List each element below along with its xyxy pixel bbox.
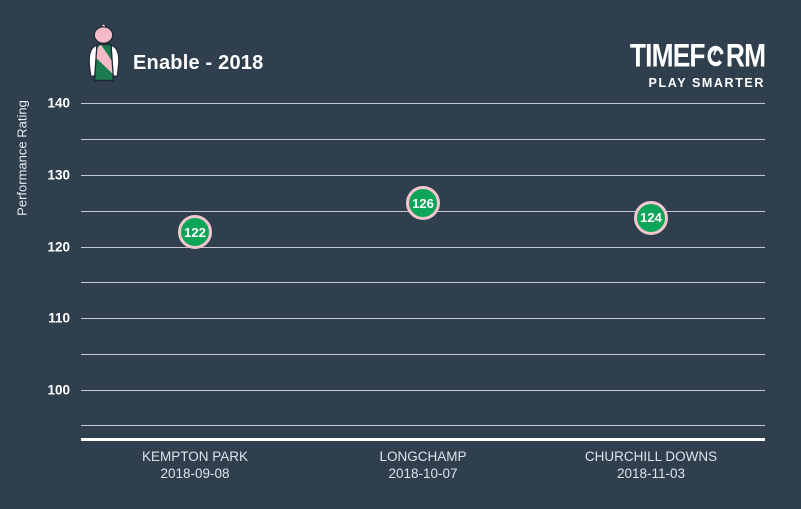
gridline <box>81 174 765 176</box>
gridline <box>81 354 765 356</box>
logo-tagline: PLAY SMARTER <box>648 76 765 90</box>
wordmark-right: RM <box>725 37 766 74</box>
x-category-label: CHURCHILL DOWNS 2018-11-03 <box>537 448 765 482</box>
gridline <box>81 425 765 426</box>
gridline <box>81 318 765 320</box>
timeform-logo: TIMEF RM PLAY SMARTER <box>606 37 766 90</box>
page-title: Enable - 2018 <box>133 52 264 74</box>
data-point-marker[interactable]: 124 <box>634 200 668 235</box>
plot-area: 122 126 124 <box>81 103 765 426</box>
x-axis-labels: KEMPTON PARK 2018-09-08 LONGCHAMP 2018-10-0… <box>81 448 765 482</box>
y-tick-label: 110 <box>48 310 70 326</box>
y-tick-label: 100 <box>47 382 70 398</box>
y-tick-label: 120 <box>47 239 70 255</box>
x-category-label: KEMPTON PARK 2018-09-08 <box>81 448 309 482</box>
venue-name: CHURCHILL DOWNS <box>584 449 718 464</box>
data-point-marker[interactable]: 122 <box>178 215 212 250</box>
x-category-label: LONGCHAMP 2018-10-07 <box>309 448 537 482</box>
data-point-marker[interactable]: 126 <box>406 186 440 221</box>
wordmark-left: TIMEF <box>629 37 706 74</box>
gridline <box>81 282 765 284</box>
race-date: 2018-09-08 <box>160 466 230 481</box>
timeform-o-icon <box>707 45 724 66</box>
jockey-silks-icon <box>88 23 120 82</box>
gridline <box>81 103 765 104</box>
y-tick-label: 140 <box>47 95 70 111</box>
y-axis-label: Performance Rating <box>14 100 30 216</box>
race-date: 2018-11-03 <box>616 466 686 481</box>
venue-name: KEMPTON PARK <box>141 449 249 464</box>
venue-name: LONGCHAMP <box>379 449 467 464</box>
race-date: 2018-10-07 <box>388 466 458 481</box>
x-axis-line <box>81 438 765 441</box>
y-tick-label: 130 <box>47 167 70 183</box>
gridline <box>81 138 765 140</box>
gridline <box>81 390 765 392</box>
timeform-wordmark: TIMEF RM <box>629 37 766 74</box>
gridline <box>81 246 765 248</box>
